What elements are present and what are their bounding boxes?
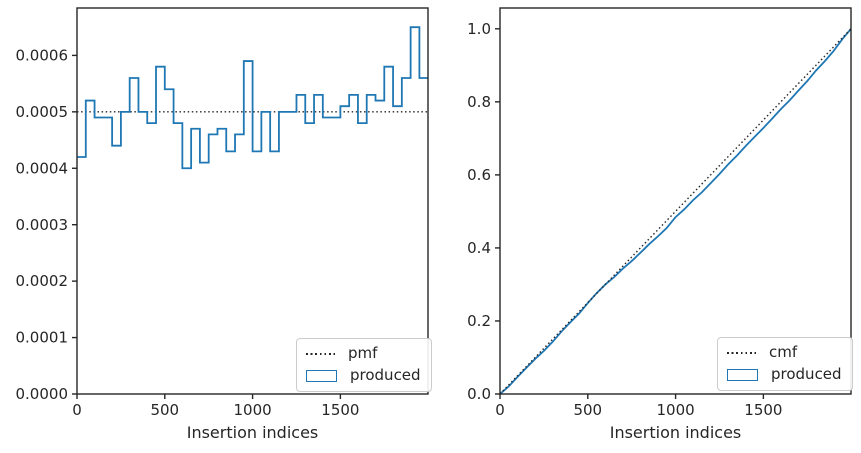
- x-tick-label: 1500: [321, 401, 359, 419]
- x-tick-label: 1000: [233, 401, 271, 419]
- y-tick-label: 0.0000: [16, 385, 69, 403]
- x-tick-label: 1500: [744, 401, 782, 419]
- x-tick-label: 500: [150, 401, 179, 419]
- y-tick-label: 0.0006: [16, 47, 69, 65]
- step-outline-sample: [306, 369, 337, 382]
- legend-label: produced: [771, 365, 842, 383]
- legend-entry-produced: produced: [306, 366, 421, 385]
- legend-left: pmf produced: [296, 338, 432, 392]
- y-tick-label: 0.0005: [16, 103, 69, 121]
- y-tick-label: 0.8: [467, 93, 491, 111]
- y-tick-label: 1.0: [467, 20, 491, 38]
- produced-line: [499, 28, 852, 395]
- y-tick-label: 0.0002: [16, 272, 69, 290]
- y-tick-label: 0.0004: [16, 159, 69, 177]
- step-outline-sample: [727, 368, 758, 381]
- dotted-line-sample: [306, 352, 335, 355]
- legend-entry-cmf: cmf: [727, 343, 842, 362]
- produced-line: [77, 26, 429, 170]
- y-tick-label: 0.0: [467, 385, 491, 403]
- legend-right: cmf produced: [717, 337, 853, 391]
- y-tick-label: 0.6: [467, 166, 491, 184]
- y-tick-label: 0.0001: [16, 329, 69, 347]
- legend-label: cmf: [769, 343, 798, 361]
- dotted-line-sample: [727, 351, 756, 354]
- legend-entry-pmf: pmf: [306, 344, 421, 363]
- y-tick-label: 0.0003: [16, 216, 69, 234]
- x-tick-label: 0: [72, 401, 82, 419]
- legend-entry-produced: produced: [727, 365, 842, 384]
- x-tick-label: 0: [495, 401, 505, 419]
- x-tick-label: 500: [573, 401, 602, 419]
- legend-label: pmf: [348, 344, 378, 362]
- x-tick-label: 1000: [656, 401, 694, 419]
- xlabel-left: Insertion indices: [186, 423, 319, 442]
- legend-label: produced: [350, 366, 421, 384]
- y-tick-label: 0.4: [467, 239, 491, 257]
- xlabel-right: Insertion indices: [609, 423, 742, 442]
- y-tick-label: 0.2: [467, 312, 491, 330]
